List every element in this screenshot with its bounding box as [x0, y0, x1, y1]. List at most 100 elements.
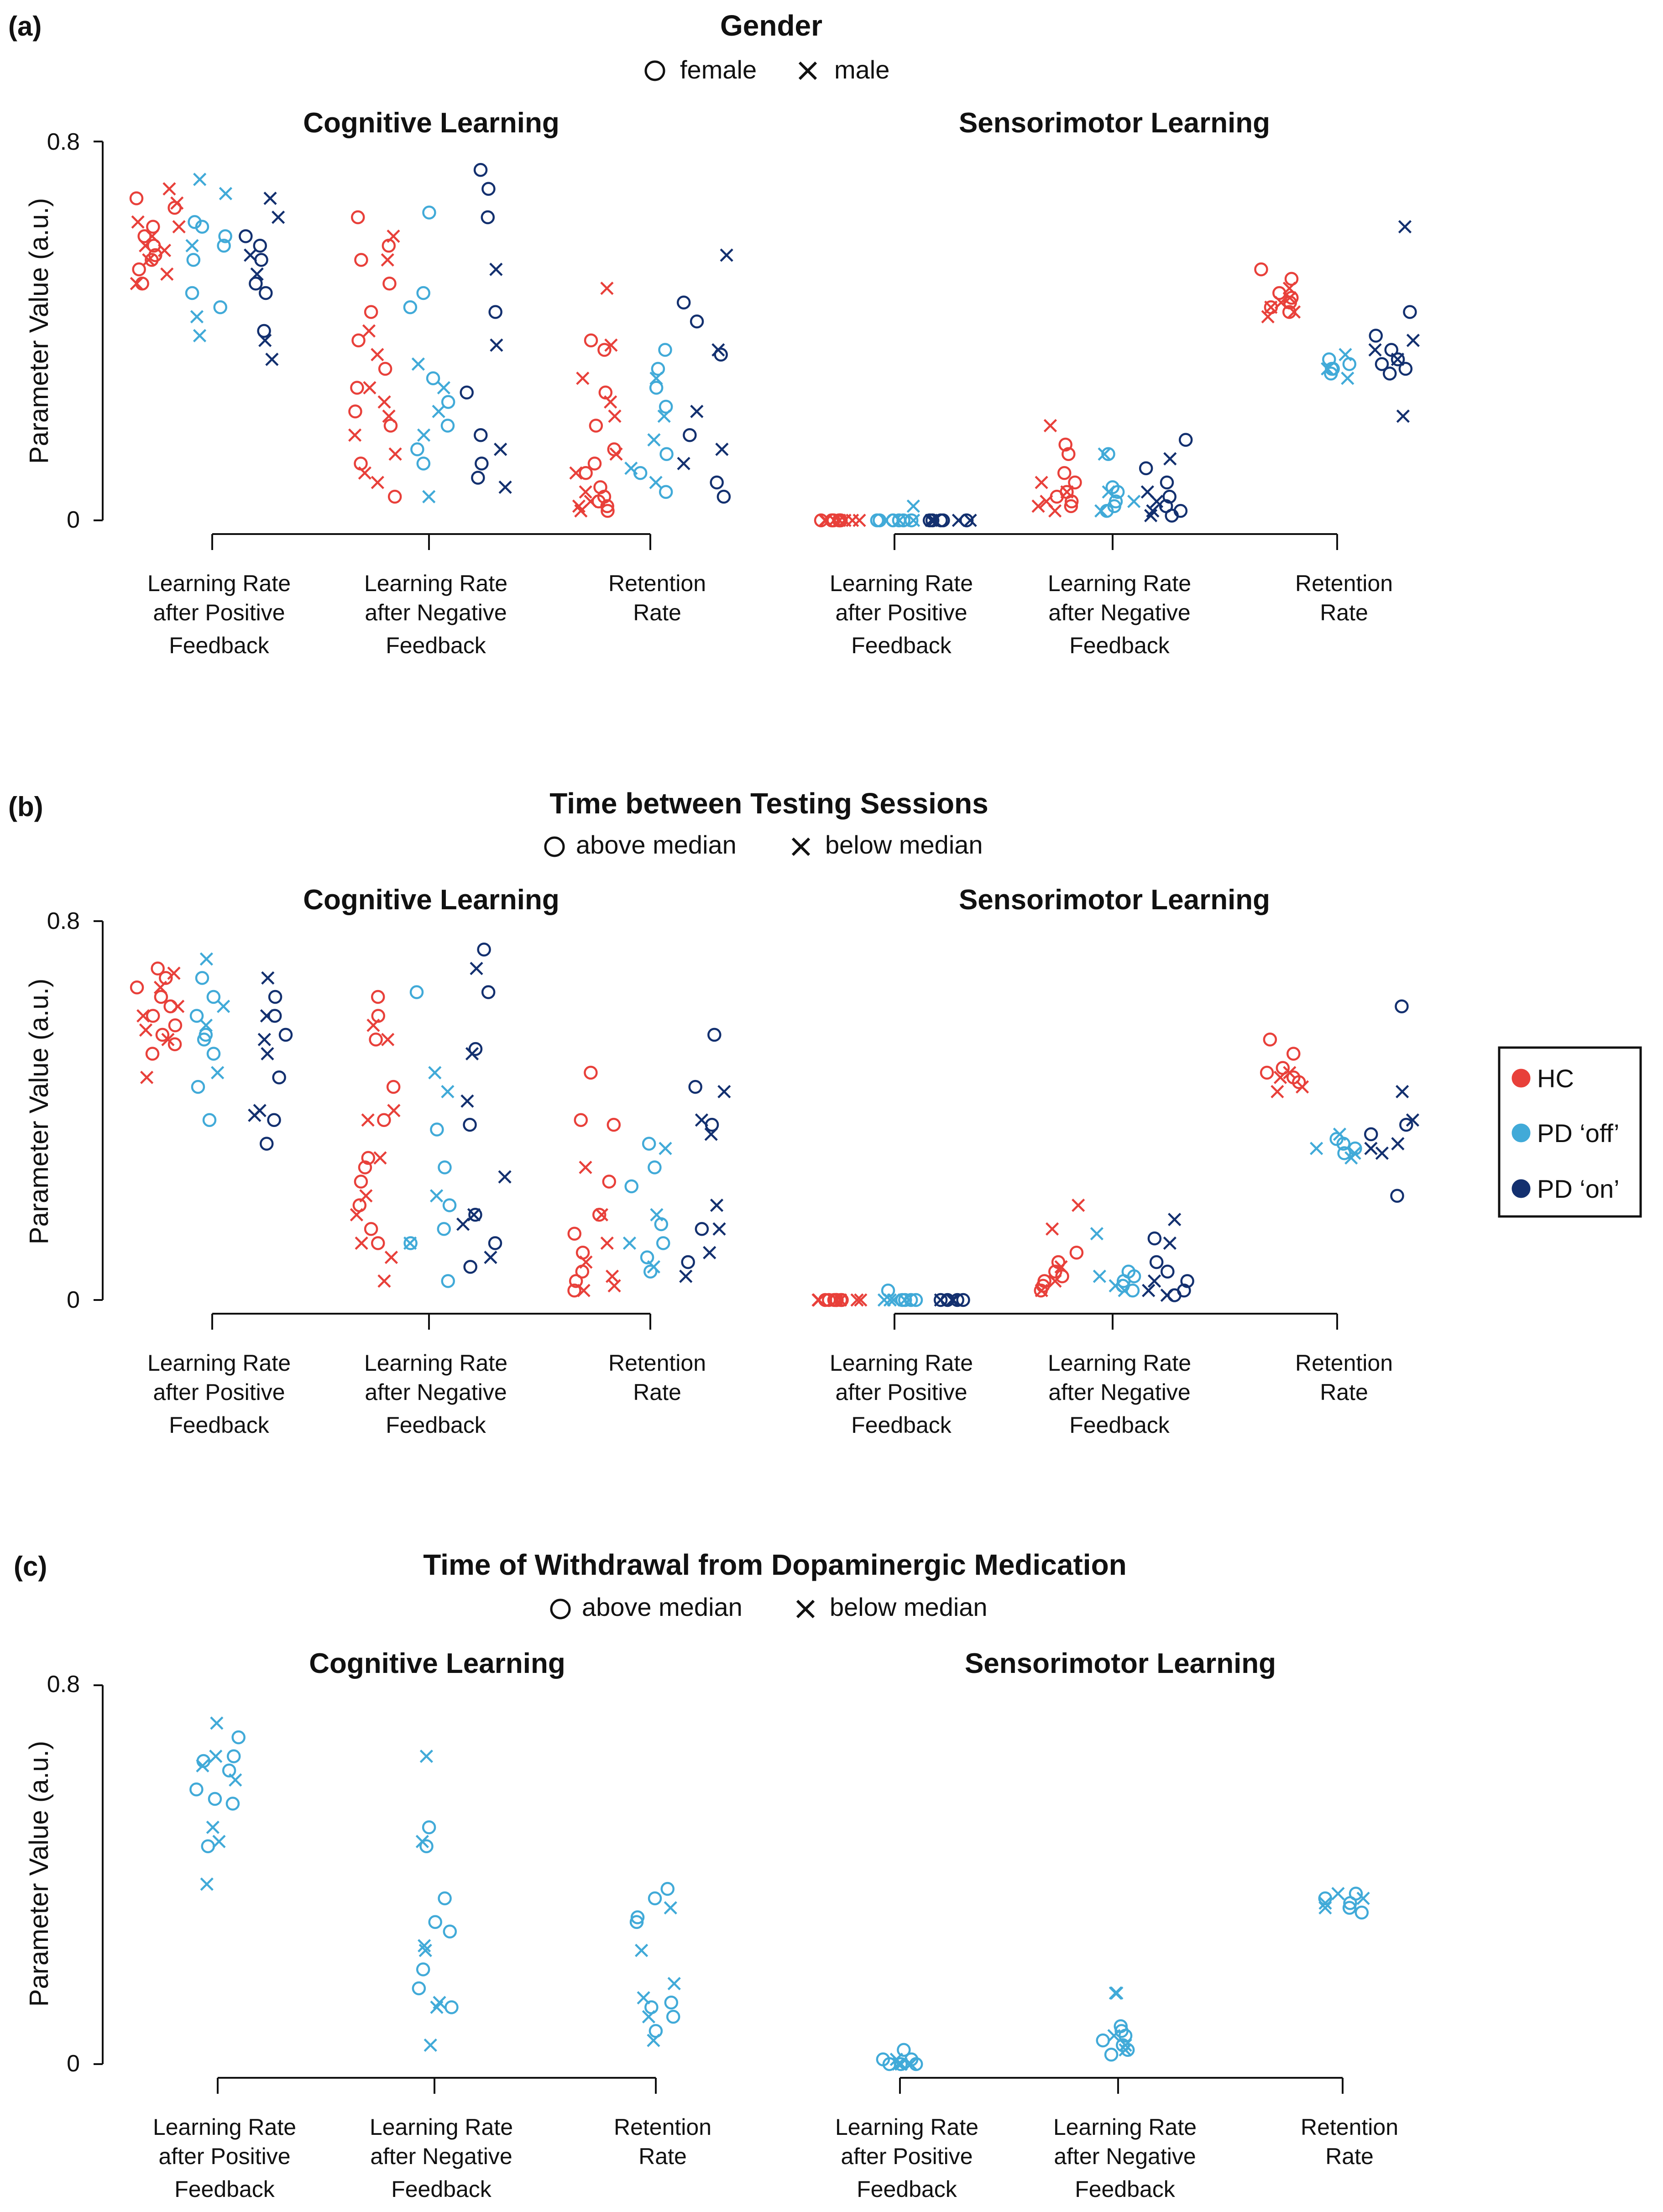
point-PD_on-cross — [467, 1208, 481, 1221]
panel-a-label: (a) — [8, 11, 42, 42]
point-PD_on-circle — [278, 1027, 293, 1042]
point-PD_on-circle — [488, 305, 502, 319]
point-HC-cross — [172, 220, 186, 234]
point-HC-circle — [371, 990, 385, 1004]
panel-c-cognitive-title: Cognitive Learning — [309, 1648, 565, 1679]
point-PD_off-cross — [429, 1189, 444, 1203]
point-HC-cross — [1261, 310, 1275, 324]
point-PD_off-cross — [1344, 1151, 1358, 1165]
point-PD_on-circle — [688, 1080, 702, 1094]
group-legend-label-hc: HC — [1537, 1064, 1574, 1093]
point-PD_on-circle — [676, 295, 691, 309]
point-PD_off-circle — [1354, 1905, 1369, 1920]
point-HC-cross — [832, 514, 847, 527]
point-HC-circle — [822, 1293, 836, 1307]
point-HC-cross — [833, 1293, 847, 1307]
point-HC-cross — [852, 514, 866, 527]
point-HC-cross — [162, 182, 176, 196]
point-PD_on-circle — [481, 182, 496, 196]
point-PD_off-circle — [202, 1113, 217, 1127]
point-HC-cross — [609, 447, 623, 461]
point-HC-circle — [354, 1174, 368, 1189]
point-HC-cross — [1046, 1222, 1059, 1236]
panel-a-legend-circle-label: female — [680, 55, 757, 84]
point-PD_off-circle — [898, 1293, 912, 1307]
point-HC-cross — [363, 381, 377, 395]
panel-0-subplot-0-category-1-line-0: Learning Rate — [364, 571, 507, 596]
panel-2-subplot-1-category-1-line-0: Learning Rate — [1053, 2114, 1197, 2140]
panel-2-subplot-1-category-0-line-2: Feedback — [857, 2176, 957, 2202]
point-PD_off-circle — [629, 1915, 644, 1929]
point-PD_on-circle — [707, 1027, 722, 1042]
panel-1-subplot-1-category-1-line-2: Feedback — [1069, 1412, 1170, 1438]
point-PD_on-circle — [468, 1208, 482, 1222]
point-PD_on-circle — [463, 1117, 477, 1132]
point-PD_off-circle — [225, 1797, 240, 1811]
point-HC-circle — [145, 253, 159, 267]
point-PD_on-cross — [704, 1127, 718, 1141]
point-HC-cross — [576, 372, 590, 385]
point-HC-circle — [382, 277, 397, 291]
point-PD_off-circle — [213, 300, 227, 315]
panel-1-subplot-1-category-1-line-0: Learning Rate — [1048, 1350, 1191, 1376]
panel-c-label: (c) — [14, 1551, 47, 1582]
point-PD_off-circle — [1116, 1274, 1131, 1288]
panel-1-subplot-0-category-0-line-0: Learning Rate — [147, 1350, 291, 1376]
point-HC-cross — [604, 338, 618, 352]
panel-2-subplot-0-category-1-line-1: after Negative — [370, 2144, 512, 2169]
point-HC-circle — [1062, 447, 1076, 461]
panel-1-subplot-1-category-0-line-2: Feedback — [851, 1412, 952, 1438]
point-PD_on-cross — [263, 191, 277, 205]
point-PD_on-circle — [1364, 1127, 1378, 1142]
point-PD_off-circle — [195, 220, 209, 234]
point-HC-circle — [597, 343, 612, 357]
panel-a-title: Gender — [720, 9, 822, 42]
point-PD_on-cross — [498, 1170, 512, 1184]
point-HC-circle — [377, 1113, 391, 1127]
point-PD_off-cross — [647, 2034, 660, 2047]
point-HC-cross — [1043, 419, 1057, 433]
point-HC-circle — [591, 494, 606, 508]
point-PD_off-cross — [904, 2057, 918, 2071]
point-PD_off-cross — [419, 1750, 433, 1763]
group-legend-swatch-pd-off — [1511, 1123, 1531, 1143]
point-HC-cross — [1273, 1070, 1287, 1084]
point-PD_off-circle — [441, 1274, 455, 1288]
point-PD_off-cross — [432, 404, 445, 418]
point-HC-cross — [139, 239, 152, 252]
point-PD_off-cross — [1107, 2029, 1121, 2043]
panel-2-subplot-1-category-2-line-1: Rate — [1325, 2144, 1374, 2169]
point-HC-cross — [569, 466, 583, 480]
point-HC-circle — [1064, 499, 1078, 514]
point-PD_off-cross — [879, 514, 892, 527]
point-PD_on-cross — [498, 480, 512, 494]
point-PD_on-circle — [1403, 305, 1417, 319]
point-PD_on-circle — [1369, 329, 1383, 343]
point-PD_on-circle — [1160, 475, 1174, 490]
panel-0-subplot-1-category-1-line-2: Feedback — [1069, 633, 1170, 658]
panel-0-legend-circle-icon — [644, 60, 665, 81]
point-HC-circle — [569, 1274, 583, 1288]
point-PD_on-circle — [473, 163, 488, 177]
point-HC-circle — [154, 990, 168, 1004]
panel-b-ytick-top: 0.8 — [47, 908, 80, 934]
point-HC-cross — [361, 1113, 375, 1127]
point-PD_off-cross — [622, 1236, 637, 1250]
point-HC-cross — [854, 1293, 868, 1307]
point-PD_off-cross — [424, 2038, 437, 2052]
point-PD_on-cross — [460, 1094, 474, 1108]
point-PD_on-cross — [690, 404, 704, 418]
point-PD_on-circle — [681, 1255, 695, 1269]
panel-c-legend-cross-label: below median — [830, 1593, 988, 1621]
panel-2-subplot-0-category-1-line-0: Learning Rate — [370, 2114, 513, 2140]
point-HC-cross — [167, 966, 181, 980]
point-PD_on-circle — [936, 513, 950, 528]
point-PD_on-cross — [489, 262, 503, 276]
point-HC-cross — [1031, 499, 1045, 513]
point-HC-cross — [139, 1023, 153, 1037]
point-PD_off-cross — [428, 1066, 442, 1080]
point-PD_on-cross — [272, 210, 285, 224]
point-PD_on-cross — [1398, 220, 1412, 234]
point-HC-cross — [1283, 291, 1297, 304]
point-PD_off-circle — [664, 1995, 679, 2010]
